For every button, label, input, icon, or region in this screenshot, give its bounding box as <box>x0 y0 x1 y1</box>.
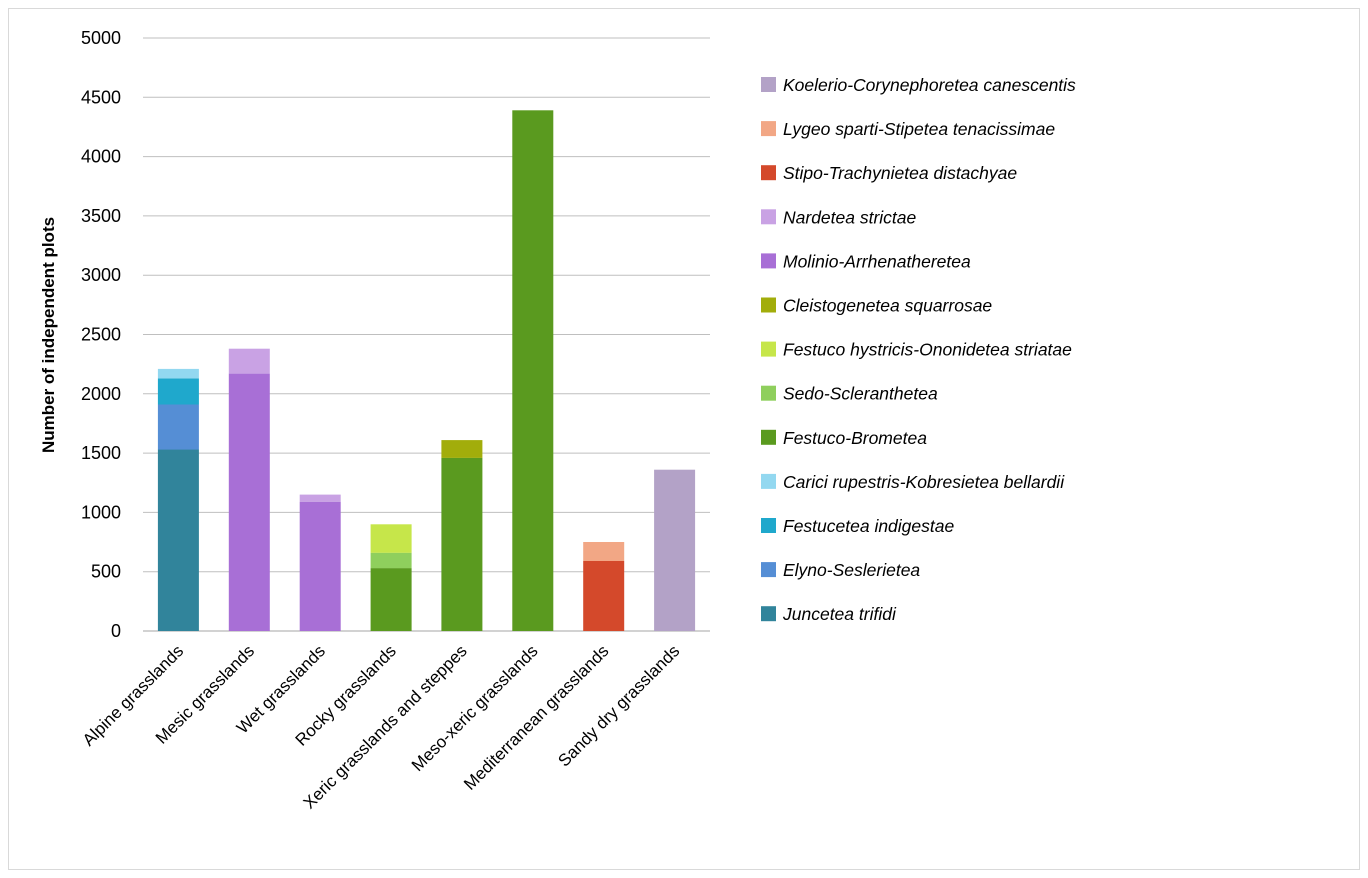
legend-label: Cleistogenetea squarrosae <box>783 296 992 316</box>
bar-segment <box>654 469 696 631</box>
legend-swatch <box>761 385 776 401</box>
y-tick-label: 2000 <box>81 384 121 404</box>
legend-label: Festucetea indigestae <box>783 516 954 536</box>
legend-swatch <box>761 77 776 92</box>
gridlines <box>143 37 710 632</box>
legend-entry: Festuco-Brometea <box>761 428 927 448</box>
x-category-label: Meso-xeric grasslands <box>408 641 542 775</box>
legend-swatch <box>761 429 776 445</box>
legend-label: Carici rupestris-Kobresietea bellardii <box>783 472 1065 492</box>
bar-segment <box>228 373 270 631</box>
legend-swatch <box>761 253 776 269</box>
legend-label: Elyno-Seslerietea <box>783 560 920 580</box>
legend-entry: Koelerio-Corynephoretea canescentis <box>761 75 1076 95</box>
legend-swatch <box>761 606 776 622</box>
y-tick-label: 4500 <box>81 87 121 107</box>
legend-swatch <box>761 209 776 225</box>
bar-segment <box>583 561 625 631</box>
bar-segment <box>299 501 341 631</box>
x-category-label: Sandy dry grasslands <box>554 641 683 770</box>
y-tick-label: 0 <box>111 621 121 641</box>
bar-segment <box>441 457 483 631</box>
y-axis-title: Number of independent plots <box>39 217 58 453</box>
legend-entry: Sedo-Scleranthetea <box>761 384 938 404</box>
legend-swatch <box>761 562 776 578</box>
y-tick-label: 2500 <box>81 325 121 345</box>
legend-label: Juncetea trifidi <box>782 604 897 624</box>
legend-entry: Nardetea strictae <box>761 207 917 227</box>
bar-segment <box>512 110 554 632</box>
bar-segment <box>157 368 199 379</box>
legend-entry: Stipo-Trachynietea distachyae <box>761 163 1017 183</box>
legend-label: Sedo-Scleranthetea <box>783 384 938 404</box>
legend-swatch <box>761 341 776 357</box>
bar-segment <box>441 440 483 458</box>
legend-label: Molinio-Arrhenatheretea <box>783 251 971 271</box>
legend-entry: Molinio-Arrhenatheretea <box>761 251 971 271</box>
x-category-label: Mediterranean grasslands <box>460 641 612 793</box>
y-tick-label: 3000 <box>81 265 121 285</box>
legend: Koelerio-Corynephoretea canescentis Lygeo… <box>761 75 1076 624</box>
y-tick-label: 1500 <box>81 443 121 463</box>
legend-swatch <box>761 121 776 137</box>
legend-label: Festuco-Brometea <box>783 428 927 448</box>
legend-swatch <box>761 518 776 533</box>
bar-segment <box>157 404 199 450</box>
bar-segment <box>370 568 412 631</box>
legend-entry: Carici rupestris-Kobresietea bellardii <box>761 472 1065 492</box>
legend-swatch <box>761 473 776 489</box>
y-tick-label: 4000 <box>81 147 121 167</box>
y-axis-tick-labels: 0 500 1000 1500 2000 2500 3000 3500 4000 4500 5000 <box>81 28 121 641</box>
bars <box>157 110 696 632</box>
legend-label: Festuco hystricis-Ononidetea striatae <box>783 340 1072 360</box>
y-tick-label: 3500 <box>81 206 121 226</box>
bar-segment <box>157 449 199 631</box>
legend-entry: Festucetea indigestae <box>761 516 954 536</box>
bar-segment <box>370 552 412 569</box>
legend-entry: Juncetea trifidi <box>761 604 897 624</box>
legend-entry: Cleistogenetea squarrosae <box>761 296 992 316</box>
y-tick-label: 500 <box>91 562 121 582</box>
legend-label: Lygeo sparti-Stipetea tenacissimae <box>783 119 1055 139</box>
bar-segment <box>583 542 625 561</box>
bar-segment <box>228 348 270 374</box>
legend-swatch <box>761 297 776 313</box>
legend-swatch <box>761 165 776 181</box>
legend-entry: Elyno-Seslerietea <box>761 560 920 580</box>
legend-label: Stipo-Trachynietea distachyae <box>783 163 1017 183</box>
bar-segment <box>299 494 341 502</box>
y-tick-label: 1000 <box>81 502 121 522</box>
legend-label: Nardetea strictae <box>783 207 917 227</box>
legend-entry: Festuco hystricis-Ononidetea striatae <box>761 340 1072 360</box>
bar-segment <box>370 524 412 553</box>
legend-label: Koelerio-Corynephoretea canescentis <box>783 75 1076 95</box>
legend-entry: Lygeo sparti-Stipetea tenacissimae <box>761 119 1055 139</box>
bar-segment <box>157 378 199 405</box>
y-tick-label: 5000 <box>81 28 121 48</box>
